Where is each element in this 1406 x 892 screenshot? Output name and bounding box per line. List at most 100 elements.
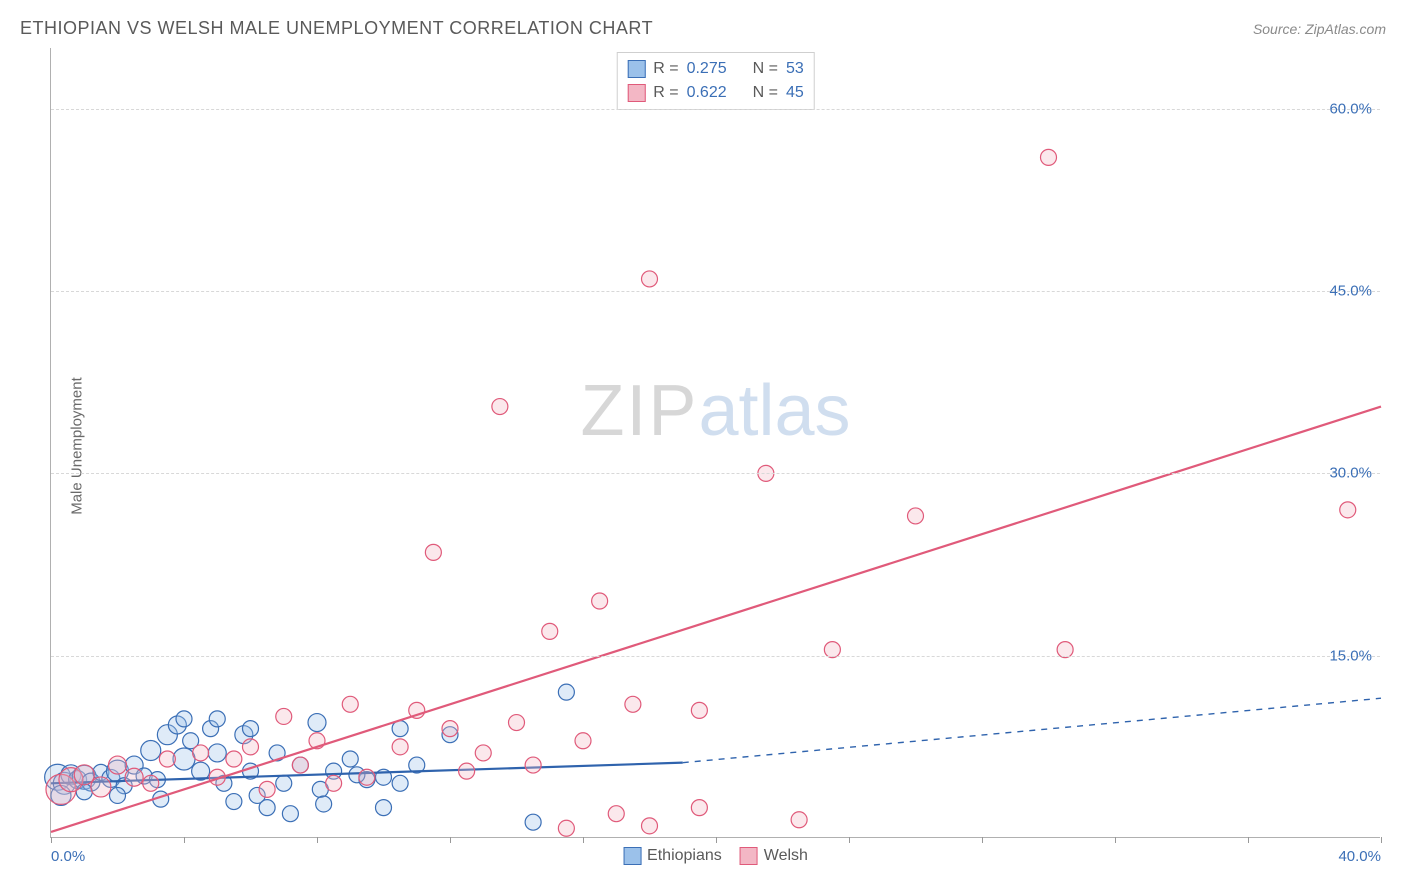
scatter-point bbox=[525, 757, 541, 773]
x-tick bbox=[849, 837, 850, 843]
scatter-point bbox=[209, 711, 225, 727]
legend-n-label: N = bbox=[753, 81, 778, 105]
gridline bbox=[51, 109, 1380, 110]
scatter-point bbox=[442, 721, 458, 737]
scatter-point bbox=[392, 775, 408, 791]
legend-swatch bbox=[623, 847, 641, 865]
legend-stat-row: R = 0.275 N = 53 bbox=[627, 57, 804, 81]
x-tick bbox=[716, 837, 717, 843]
x-tick bbox=[184, 837, 185, 843]
scatter-point bbox=[475, 745, 491, 761]
scatter-point bbox=[173, 748, 195, 770]
chart-header: ETHIOPIAN VS WELSH MALE UNEMPLOYMENT COR… bbox=[20, 18, 1386, 39]
legend-r-value: 0.622 bbox=[687, 81, 727, 105]
legend-n-label: N = bbox=[753, 57, 778, 81]
scatter-point bbox=[1340, 502, 1356, 518]
legend-swatch bbox=[627, 84, 645, 102]
y-tick-label: 30.0% bbox=[1329, 465, 1372, 482]
legend-series-item: Ethiopians bbox=[623, 847, 722, 865]
x-tick bbox=[982, 837, 983, 843]
scatter-point bbox=[392, 739, 408, 755]
scatter-point bbox=[276, 775, 292, 791]
scatter-point bbox=[208, 744, 226, 762]
scatter-point bbox=[91, 777, 111, 797]
x-tick bbox=[1381, 837, 1382, 843]
x-tick-label: 0.0% bbox=[51, 848, 85, 865]
gridline bbox=[51, 656, 1380, 657]
scatter-point bbox=[143, 775, 159, 791]
scatter-point bbox=[109, 756, 127, 774]
scatter-point bbox=[276, 708, 292, 724]
x-tick bbox=[1115, 837, 1116, 843]
chart-svg bbox=[51, 48, 1380, 837]
scatter-point bbox=[74, 765, 94, 785]
x-tick bbox=[317, 837, 318, 843]
chart-title: ETHIOPIAN VS WELSH MALE UNEMPLOYMENT COR… bbox=[20, 18, 653, 39]
scatter-point bbox=[282, 806, 298, 822]
scatter-point bbox=[592, 593, 608, 609]
scatter-point bbox=[110, 787, 126, 803]
legend-r-value: 0.275 bbox=[687, 57, 727, 81]
plot-area: ZIPatlas R =0.275N =53R =0.622N =45 Ethi… bbox=[50, 48, 1380, 838]
scatter-point bbox=[558, 684, 574, 700]
scatter-point bbox=[316, 796, 332, 812]
scatter-point bbox=[292, 757, 308, 773]
legend-stats: R = 0.275 N = 53 R = 0.622 N = 45 bbox=[616, 52, 815, 110]
legend-stat-row: R = 0.622 N = 45 bbox=[627, 81, 804, 105]
scatter-point bbox=[642, 818, 658, 834]
scatter-point bbox=[908, 508, 924, 524]
scatter-point bbox=[125, 768, 143, 786]
scatter-point bbox=[492, 399, 508, 415]
source-name: ZipAtlas.com bbox=[1305, 21, 1386, 37]
x-tick bbox=[51, 837, 52, 843]
scatter-point bbox=[243, 739, 259, 755]
scatter-point bbox=[575, 733, 591, 749]
scatter-point bbox=[791, 812, 807, 828]
scatter-point bbox=[425, 544, 441, 560]
scatter-point bbox=[342, 751, 358, 767]
trendline-extrapolated bbox=[683, 698, 1381, 762]
scatter-point bbox=[542, 623, 558, 639]
y-tick-label: 45.0% bbox=[1329, 283, 1372, 300]
x-tick bbox=[450, 837, 451, 843]
scatter-point bbox=[1041, 149, 1057, 165]
legend-series: Ethiopians Welsh bbox=[623, 847, 808, 865]
x-tick bbox=[1248, 837, 1249, 843]
legend-series-item: Welsh bbox=[740, 847, 808, 865]
scatter-point bbox=[342, 696, 358, 712]
scatter-point bbox=[558, 820, 574, 836]
trendline bbox=[51, 407, 1381, 832]
gridline bbox=[51, 291, 1380, 292]
legend-r-label: R = bbox=[653, 81, 678, 105]
scatter-point bbox=[193, 745, 209, 761]
scatter-point bbox=[459, 763, 475, 779]
scatter-point bbox=[625, 696, 641, 712]
scatter-point bbox=[359, 769, 375, 785]
scatter-point bbox=[159, 751, 175, 767]
legend-swatch bbox=[627, 60, 645, 78]
y-tick-label: 15.0% bbox=[1329, 647, 1372, 664]
scatter-point bbox=[141, 740, 161, 760]
scatter-point bbox=[525, 814, 541, 830]
legend-series-label: Welsh bbox=[764, 847, 808, 865]
scatter-point bbox=[259, 781, 275, 797]
legend-r-label: R = bbox=[653, 57, 678, 81]
scatter-point bbox=[308, 714, 326, 732]
source-prefix: Source: bbox=[1253, 21, 1305, 37]
scatter-point bbox=[226, 751, 242, 767]
chart-source: Source: ZipAtlas.com bbox=[1253, 21, 1386, 37]
scatter-point bbox=[243, 721, 259, 737]
gridline bbox=[51, 473, 1380, 474]
scatter-point bbox=[176, 711, 192, 727]
x-tick bbox=[583, 837, 584, 843]
scatter-point bbox=[326, 775, 342, 791]
legend-n-value: 53 bbox=[786, 57, 804, 81]
legend-series-label: Ethiopians bbox=[647, 847, 722, 865]
scatter-point bbox=[226, 794, 242, 810]
scatter-point bbox=[608, 806, 624, 822]
scatter-point bbox=[642, 271, 658, 287]
legend-swatch bbox=[740, 847, 758, 865]
scatter-point bbox=[691, 702, 707, 718]
legend-n-value: 45 bbox=[786, 81, 804, 105]
scatter-point bbox=[376, 800, 392, 816]
